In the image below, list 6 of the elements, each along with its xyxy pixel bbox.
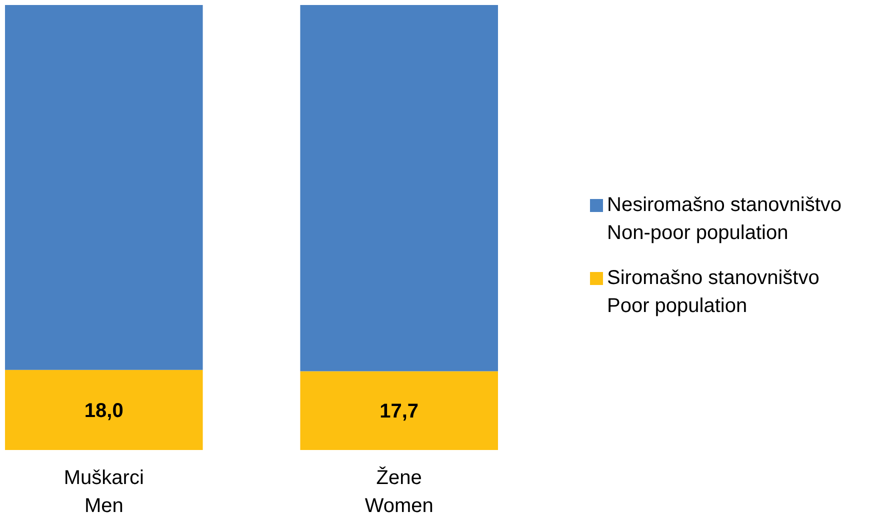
data-label: 18,0 bbox=[84, 400, 124, 422]
legend-label: Nesiromašno stanovništvo Non-poor population bbox=[607, 194, 842, 244]
x-tick-label: Muškarci Men bbox=[64, 467, 144, 517]
legend-label: Siromašno stanovništvo Poor population bbox=[607, 267, 820, 317]
data-label: 17,7 bbox=[380, 400, 419, 423]
x-tick-label: Žene Women bbox=[364, 466, 434, 517]
